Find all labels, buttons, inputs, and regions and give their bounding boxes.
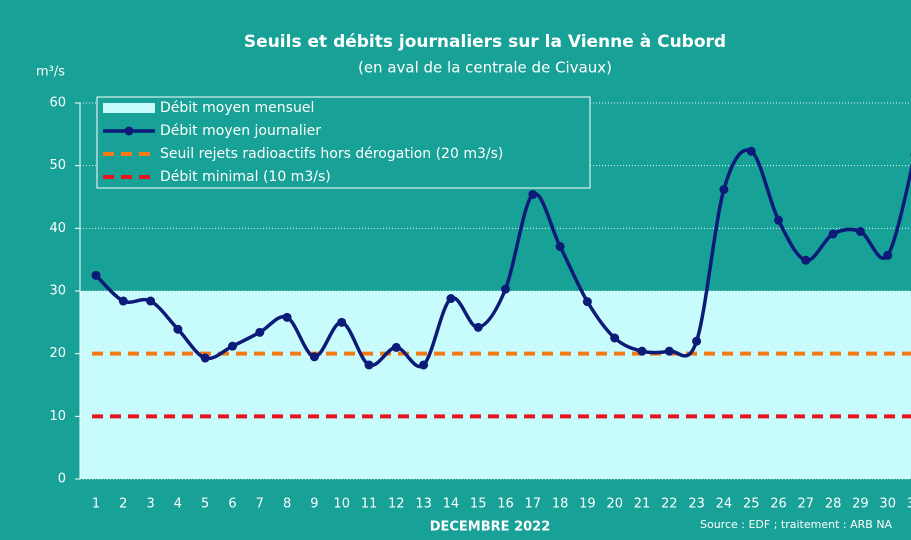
data-point: [582, 297, 592, 307]
x-tick-label: 4: [174, 497, 182, 512]
x-tick-label: 11: [361, 497, 378, 512]
data-point: [200, 353, 210, 363]
y-tick-label: 50: [49, 158, 66, 173]
y-axis-label: m³/s: [36, 65, 65, 80]
data-point: [228, 341, 237, 351]
source: Source : EDF ; traitement : ARB NA: [700, 518, 893, 531]
x-tick-label: 3: [146, 497, 154, 512]
data-point: [692, 336, 702, 346]
data-point: [746, 146, 756, 156]
monthly-mean-area: [80, 291, 911, 479]
x-tick-label: 17: [525, 497, 542, 512]
data-point: [146, 296, 156, 306]
x-tick-label: 28: [825, 497, 842, 512]
data-point: [173, 324, 183, 334]
x-tick-label: 12: [388, 497, 405, 512]
legend-label: Seuil rejets radioactifs hors dérogation…: [160, 146, 503, 162]
data-point: [419, 360, 429, 370]
x-tick-label: 2: [119, 497, 127, 512]
y-tick-label: 0: [58, 472, 66, 487]
data-point: [555, 242, 565, 252]
data-point: [501, 284, 510, 294]
legend-label: Débit minimal (10 m3/s): [160, 169, 331, 185]
data-point: [883, 250, 893, 260]
y-tick-label: 20: [49, 346, 66, 361]
data-point: [528, 189, 538, 199]
x-tick-label: 14: [443, 497, 460, 512]
chart-subtitle: (en aval de la centrale de Civaux): [358, 59, 612, 77]
x-tick-label: 29: [852, 497, 869, 512]
x-tick-label: 8: [283, 497, 291, 512]
data-point: [391, 342, 401, 352]
x-tick-label: 1: [92, 497, 100, 512]
data-point: [719, 184, 729, 194]
data-point: [855, 226, 865, 236]
x-tick-label: 30: [879, 497, 896, 512]
data-point: [364, 360, 374, 370]
x-tick-label: 16: [497, 497, 514, 512]
x-tick-label: 24: [716, 497, 733, 512]
x-tick-label: 27: [798, 497, 815, 512]
data-point: [473, 322, 483, 332]
y-tick-label: 60: [49, 96, 66, 111]
x-tick-label: 20: [606, 497, 623, 512]
data-point: [255, 327, 265, 337]
chart-title: Seuils et débits journaliers sur la Vien…: [244, 32, 726, 52]
x-tick-label: 18: [552, 497, 569, 512]
legend-label: Débit moyen mensuel: [160, 100, 314, 116]
x-tick-label: 10: [333, 497, 350, 512]
x-tick-label: 31: [907, 497, 911, 512]
x-tick-label: 26: [770, 497, 787, 512]
data-point: [337, 317, 347, 327]
x-tick-label: 19: [579, 497, 596, 512]
x-tick-label: 13: [415, 497, 432, 512]
x-tick-label: 9: [310, 497, 318, 512]
legend: Débit moyen mensuel Débit moyen journalie…: [96, 96, 591, 189]
x-tick-label: 7: [256, 497, 264, 512]
y-tick-label: 30: [49, 284, 66, 299]
data-point: [309, 352, 319, 362]
data-point: [664, 346, 674, 356]
legend-box: [96, 96, 591, 189]
x-tick-label: 15: [470, 497, 487, 512]
x-tick-label: 22: [661, 497, 678, 512]
data-point: [118, 296, 128, 306]
data-point: [774, 215, 783, 225]
data-point: [610, 333, 620, 343]
x-tick-label: 23: [688, 497, 705, 512]
x-tick-label: 6: [228, 497, 236, 512]
y-tick-label: 10: [49, 409, 66, 424]
x-tick-label: 21: [634, 497, 651, 512]
data-point: [282, 312, 292, 322]
legend-swatch: [103, 103, 155, 113]
y-tick-label: 40: [49, 221, 66, 236]
data-point: [828, 229, 838, 239]
data-point: [91, 270, 101, 280]
x-axis-label: DECEMBRE 2022: [430, 520, 551, 535]
x-tick-label: 25: [743, 497, 760, 512]
data-point: [801, 255, 811, 265]
data-point: [446, 294, 456, 304]
data-point: [637, 346, 647, 356]
x-tick-label: 5: [201, 497, 209, 512]
legend-label: Débit moyen journalier: [160, 123, 321, 139]
legend-swatch: [124, 126, 134, 136]
